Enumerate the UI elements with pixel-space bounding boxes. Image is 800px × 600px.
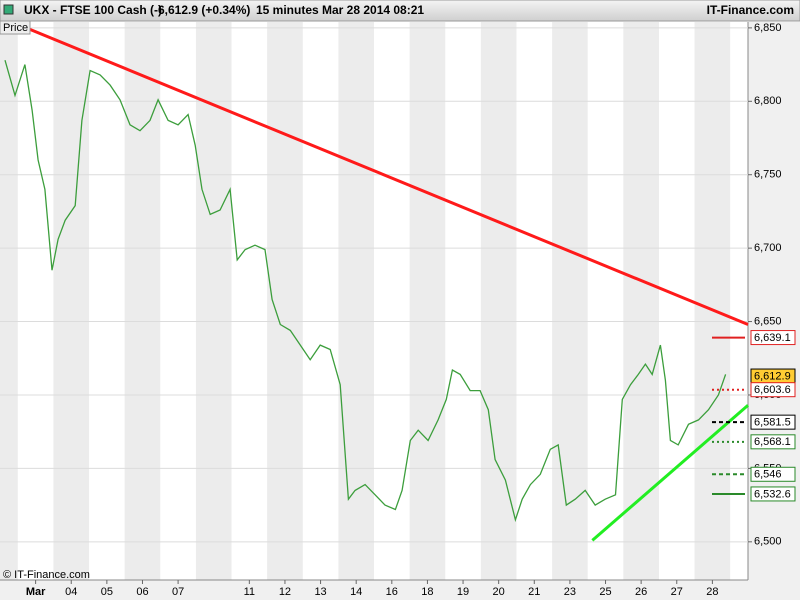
level-label: 6,546: [754, 469, 782, 481]
day-band: [338, 22, 374, 580]
price-line: [4, 60, 727, 523]
y-tick-label: 6,650: [754, 315, 782, 327]
y-tick-label: 6,500: [754, 536, 782, 548]
x-tick-label: 21: [528, 586, 540, 598]
x-tick-label: 06: [136, 586, 148, 598]
level-label: 6,532.6: [754, 488, 791, 500]
level-label: 6,568.1: [754, 436, 791, 448]
footer: © IT-Finance.com: [3, 569, 90, 581]
y-label: Price: [3, 22, 28, 34]
y-tick-label: 6,700: [754, 242, 782, 254]
day-band: [195, 22, 232, 580]
x-tick-label: Mar: [26, 586, 46, 598]
day-band: [694, 22, 731, 580]
x-tick-label: 19: [457, 586, 469, 598]
header-bar: [0, 0, 800, 22]
x-tick-label: 26: [635, 586, 647, 598]
x-tick-label: 23: [564, 586, 576, 598]
y-tick-label: 6,800: [754, 95, 782, 107]
x-tick-label: 04: [65, 586, 77, 598]
y-tick-label: 6,750: [754, 169, 782, 181]
x-tick-label: 18: [421, 586, 433, 598]
level-box: [750, 330, 796, 346]
day-band: [409, 22, 446, 580]
x-tick-label: 11: [244, 586, 255, 598]
x-tick-label: 27: [671, 586, 683, 598]
quote: 6,612.9 (+0.34%): [158, 3, 250, 17]
plot: [0, 27, 752, 584]
level-box: [750, 434, 796, 450]
level-box: [750, 382, 796, 398]
level-label: 6,603.6: [754, 384, 791, 396]
icon: [3, 4, 14, 15]
timestamp: Mar 28 2014 08:21: [322, 3, 424, 17]
trendline: [29, 27, 749, 326]
level-box: [750, 466, 796, 482]
x-tick-label: 13: [314, 586, 326, 598]
y-axis-panel: [748, 22, 800, 600]
level-box: [750, 486, 796, 502]
x-tick-label: 12: [279, 586, 291, 598]
brand: IT-Finance.com: [707, 3, 794, 17]
y-tick-label: 6,850: [754, 22, 782, 34]
x-tick-label: 28: [706, 586, 718, 598]
level-label: 6,581.5: [754, 417, 791, 429]
trendline: [591, 404, 749, 542]
day-band: [480, 22, 517, 580]
day-band: [124, 22, 161, 580]
day-band: [552, 22, 588, 580]
level-box: [750, 414, 796, 430]
x-tick-label: 16: [386, 586, 398, 598]
y-label-box: [0, 20, 31, 35]
x-tick-label: 20: [493, 586, 505, 598]
x-axis-panel: [0, 580, 748, 600]
x-tick-label: 25: [599, 586, 611, 598]
level-label: 6,639.1: [754, 332, 791, 344]
instrument: UKX - FTSE 100 Cash (-): [24, 3, 162, 17]
x-tick-label: 05: [101, 586, 113, 598]
interval: 15 minutes: [256, 3, 319, 17]
day-band: [0, 22, 18, 580]
x-tick-label: 07: [172, 586, 184, 598]
x-tick-label: 14: [350, 586, 362, 598]
level-label: 6,612.9: [754, 370, 791, 382]
